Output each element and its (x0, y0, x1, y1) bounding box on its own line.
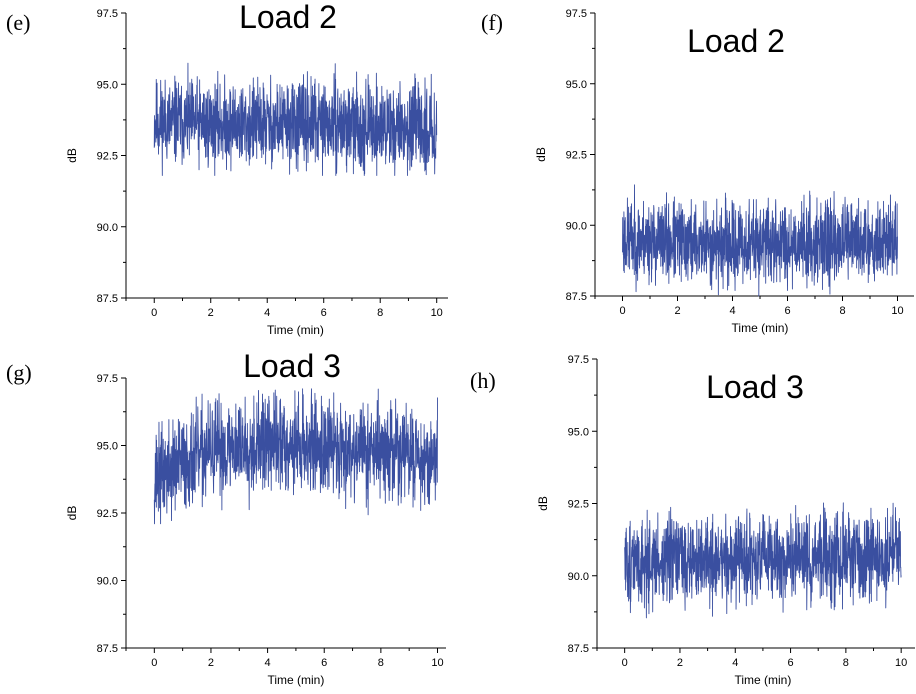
y-tick-label-h: 95.0 (568, 426, 589, 438)
y-tick-label-h: 90.0 (568, 571, 589, 583)
panel-e: (e) Load 2 (6, 0, 337, 35)
y-tick-label-g: 92.5 (97, 508, 118, 520)
y-tick-label-h: 87.5 (568, 643, 589, 655)
plot-g: 87.5 90.0 92.5 95.0 97.5 0 2 4 6 8 10 Time (min) dB (65, 373, 446, 687)
series-line-h (624, 502, 902, 619)
panel-letter-e: (e) (6, 10, 30, 35)
x-tick-label-f: 4 (729, 305, 735, 317)
y-tick-label-h: 92.5 (568, 499, 589, 511)
y-tick-label-e: 97.5 (97, 8, 118, 20)
panel-letter-h: (h) (470, 368, 496, 393)
x-tick-label-f: 6 (784, 305, 790, 317)
plot-h: 87.5 90.0 92.5 95.0 97.5 0 2 4 6 8 10 Time (min) dB (536, 354, 915, 687)
y-tick-label-e: 92.5 (97, 151, 118, 163)
series-line-f (622, 184, 898, 297)
x-tick-label-h: 4 (732, 657, 738, 669)
panel-title-f: Load 2 (687, 23, 785, 59)
x-tick-label-f: 10 (891, 305, 903, 317)
x-tick-label-g: 0 (151, 657, 157, 669)
y-tick-label-h: 97.5 (568, 354, 589, 366)
x-tick-label-e: 0 (151, 307, 157, 319)
x-tick-label-f: 0 (619, 305, 625, 317)
panel-g: (g) Load 3 (6, 348, 341, 385)
y-tick-label-f: 92.5 (566, 150, 587, 162)
y-tick-label-f: 90.0 (566, 220, 587, 232)
x-tick-label-g: 10 (431, 657, 443, 669)
x-tick-label-e: 2 (208, 307, 214, 319)
y-tick-label-f: 87.5 (566, 291, 587, 303)
x-tick-label-g: 8 (378, 657, 384, 669)
x-tick-label-e: 4 (264, 307, 270, 319)
y-axis-title-e: dB (65, 148, 79, 163)
plot-e: 87.5 90.0 92.5 95.0 97.5 0 2 4 6 8 10 Time (min) dB (65, 8, 448, 337)
y-tick-label-e: 90.0 (97, 222, 118, 234)
x-tick-label-h: 2 (677, 657, 683, 669)
y-tick-label-g: 87.5 (97, 643, 118, 655)
panel-title-h: Load 3 (706, 369, 804, 405)
y-axis-title-f: dB (534, 147, 548, 162)
panel-f: (f) Load 2 (481, 10, 785, 59)
y-tick-label-g: 97.5 (97, 373, 118, 385)
x-tick-label-e: 10 (431, 307, 443, 319)
x-tick-label-h: 8 (843, 657, 849, 669)
panel-letter-g: (g) (6, 360, 32, 385)
x-axis-title-h: Time (min) (734, 673, 791, 687)
y-axis-title-h: dB (536, 496, 550, 511)
x-tick-label-h: 0 (622, 657, 628, 669)
x-tick-label-g: 2 (208, 657, 214, 669)
y-axis-title-g: dB (65, 506, 79, 521)
y-tick-label-e: 87.5 (97, 293, 118, 305)
y-tick-label-f: 97.5 (566, 8, 587, 20)
plot-f: 87.5 90.0 92.5 95.0 97.5 0 2 4 6 8 10 Time (min) dB (534, 8, 914, 335)
x-tick-label-e: 8 (377, 307, 383, 319)
panel-title-e: Load 2 (239, 0, 337, 35)
panel-letter-f: (f) (481, 10, 503, 35)
panel-title-g: Load 3 (243, 348, 341, 384)
panel-h: (h) Load 3 (470, 368, 804, 405)
x-tick-label-f: 8 (839, 305, 845, 317)
series-line-e (153, 62, 438, 176)
y-tick-label-e: 95.0 (97, 79, 118, 91)
x-axis-title-g: Time (min) (267, 673, 324, 687)
x-axis-title-f: Time (min) (732, 321, 789, 335)
y-tick-label-g: 95.0 (97, 441, 118, 453)
y-tick-label-f: 95.0 (566, 79, 587, 91)
x-tick-label-g: 4 (265, 657, 271, 669)
y-tick-label-g: 90.0 (97, 576, 118, 588)
x-tick-label-h: 6 (788, 657, 794, 669)
x-tick-label-f: 2 (674, 305, 680, 317)
series-line-g (153, 388, 438, 525)
x-tick-label-h: 10 (895, 657, 907, 669)
x-tick-label-e: 6 (321, 307, 327, 319)
x-axis-title-e: Time (min) (267, 323, 324, 337)
x-tick-label-g: 6 (321, 657, 327, 669)
